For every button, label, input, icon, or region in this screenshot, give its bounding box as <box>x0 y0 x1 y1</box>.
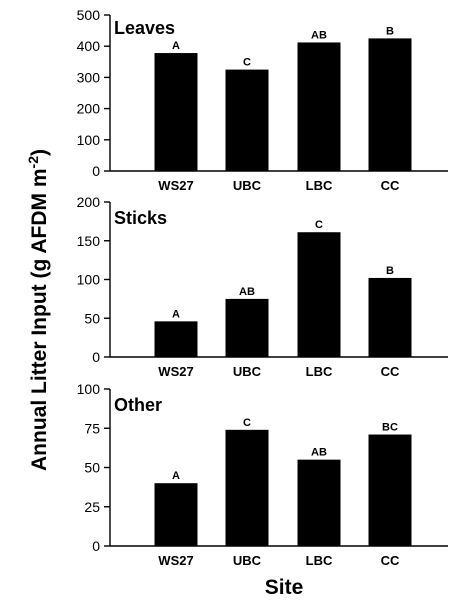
category-label: LBC <box>306 364 333 379</box>
bar-ws27 <box>154 483 198 546</box>
panel-title: Sticks <box>114 208 167 228</box>
bar-cc <box>368 434 412 546</box>
bar-ubc <box>225 69 269 171</box>
significance-letter: A <box>172 470 180 482</box>
y-tick-label: 150 <box>77 233 101 249</box>
y-tick-label: 300 <box>77 69 101 85</box>
significance-letter: AB <box>311 29 327 41</box>
significance-letter: A <box>172 40 180 52</box>
category-label: CC <box>381 178 400 193</box>
significance-letter: AB <box>311 447 327 459</box>
significance-letter: BC <box>382 422 398 434</box>
significance-letter: C <box>243 57 251 69</box>
y-axis-label-superscript: -2 <box>25 156 41 169</box>
category-label: WS27 <box>158 364 193 379</box>
significance-letter: B <box>386 265 394 277</box>
y-tick-label: 500 <box>77 7 101 23</box>
category-label: WS27 <box>158 178 193 193</box>
category-label: LBC <box>306 553 333 568</box>
category-label: WS27 <box>158 553 193 568</box>
significance-letter: B <box>386 25 394 37</box>
panel-leaves: 0 100 200 300 400 500 A WS27 C UBC AB LBC B CC Leaves <box>77 7 448 193</box>
panel-title: Other <box>114 395 162 415</box>
y-axis-label-close: ) <box>28 149 51 156</box>
category-label: UBC <box>233 364 262 379</box>
category-label: CC <box>381 364 400 379</box>
category-label: UBC <box>233 553 262 568</box>
bar-ws27 <box>154 53 198 172</box>
significance-letter: AB <box>239 286 255 298</box>
panel-sticks: 0 50 100 150 200 A WS27 AB UBC C LBC B CC Sticks <box>77 194 448 379</box>
category-label: LBC <box>306 178 333 193</box>
y-axis-label: Annual Litter Input (g AFDM m-2) <box>25 149 51 471</box>
y-tick-label: 75 <box>84 420 100 436</box>
y-tick-label: 0 <box>92 163 100 179</box>
bar-ubc <box>225 429 269 546</box>
y-axis-label-main: Annual Litter Input (g AFDM m <box>28 168 51 471</box>
x-axis-label: Site <box>265 576 304 599</box>
bar-cc <box>368 38 412 172</box>
bar-lbc <box>297 42 341 172</box>
bar-lbc <box>297 459 341 546</box>
bar-ubc <box>225 298 269 357</box>
y-tick-label: 100 <box>77 381 101 397</box>
y-tick-label: 0 <box>92 349 100 365</box>
bar-ws27 <box>154 321 198 357</box>
y-tick-label: 400 <box>77 38 101 54</box>
chart-panels: 0100200300400500AWS27CUBCABLBCBCCLeaves0… <box>77 7 448 568</box>
significance-letter: A <box>172 308 180 320</box>
y-tick-label: 0 <box>92 538 100 554</box>
panel-title: Leaves <box>114 18 175 38</box>
significance-letter: C <box>243 417 251 429</box>
significance-letter: C <box>315 219 323 231</box>
bar-cc <box>368 277 412 357</box>
y-tick-label: 200 <box>77 194 101 210</box>
y-tick-label: 25 <box>84 499 100 515</box>
category-label: CC <box>381 553 400 568</box>
category-label: UBC <box>233 178 262 193</box>
y-tick-label: 50 <box>84 310 100 326</box>
y-tick-label: 200 <box>77 101 101 117</box>
y-tick-label: 100 <box>77 132 101 148</box>
panel-other: 0 25 50 75 100 A WS27 C UBC AB LBC BC CC Other <box>77 381 448 568</box>
y-tick-label: 100 <box>77 272 101 288</box>
bar-lbc <box>297 232 341 357</box>
y-tick-label: 50 <box>84 460 100 476</box>
